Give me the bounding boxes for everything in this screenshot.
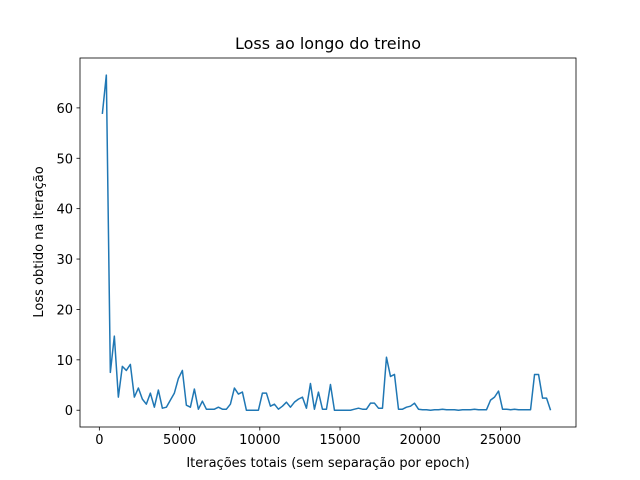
x-tick-label: 0: [95, 433, 103, 448]
y-tick-label: 50: [56, 152, 73, 167]
y-tick-label: 30: [56, 253, 73, 268]
y-tick-label: 10: [56, 354, 73, 369]
axes-frame: [79, 57, 577, 428]
y-tick-label: 0: [65, 404, 73, 419]
x-axis-label: Iterações totais (sem separação por epoc…: [186, 456, 469, 471]
x-tick-label: 10000: [239, 433, 280, 448]
chart-title: Loss ao longo do treino: [235, 34, 421, 53]
y-tick-label: 20: [56, 303, 73, 318]
y-axis-label: Loss obtido na iteração: [32, 166, 47, 317]
y-tick-label: 40: [56, 203, 73, 218]
x-tick-label: 15000: [319, 433, 360, 448]
y-tick-label: 60: [56, 102, 73, 117]
x-tick-label: 25000: [480, 433, 521, 448]
line-series: [101, 74, 552, 411]
x-tick-label: 5000: [163, 433, 196, 448]
x-tick-label: 20000: [400, 433, 441, 448]
